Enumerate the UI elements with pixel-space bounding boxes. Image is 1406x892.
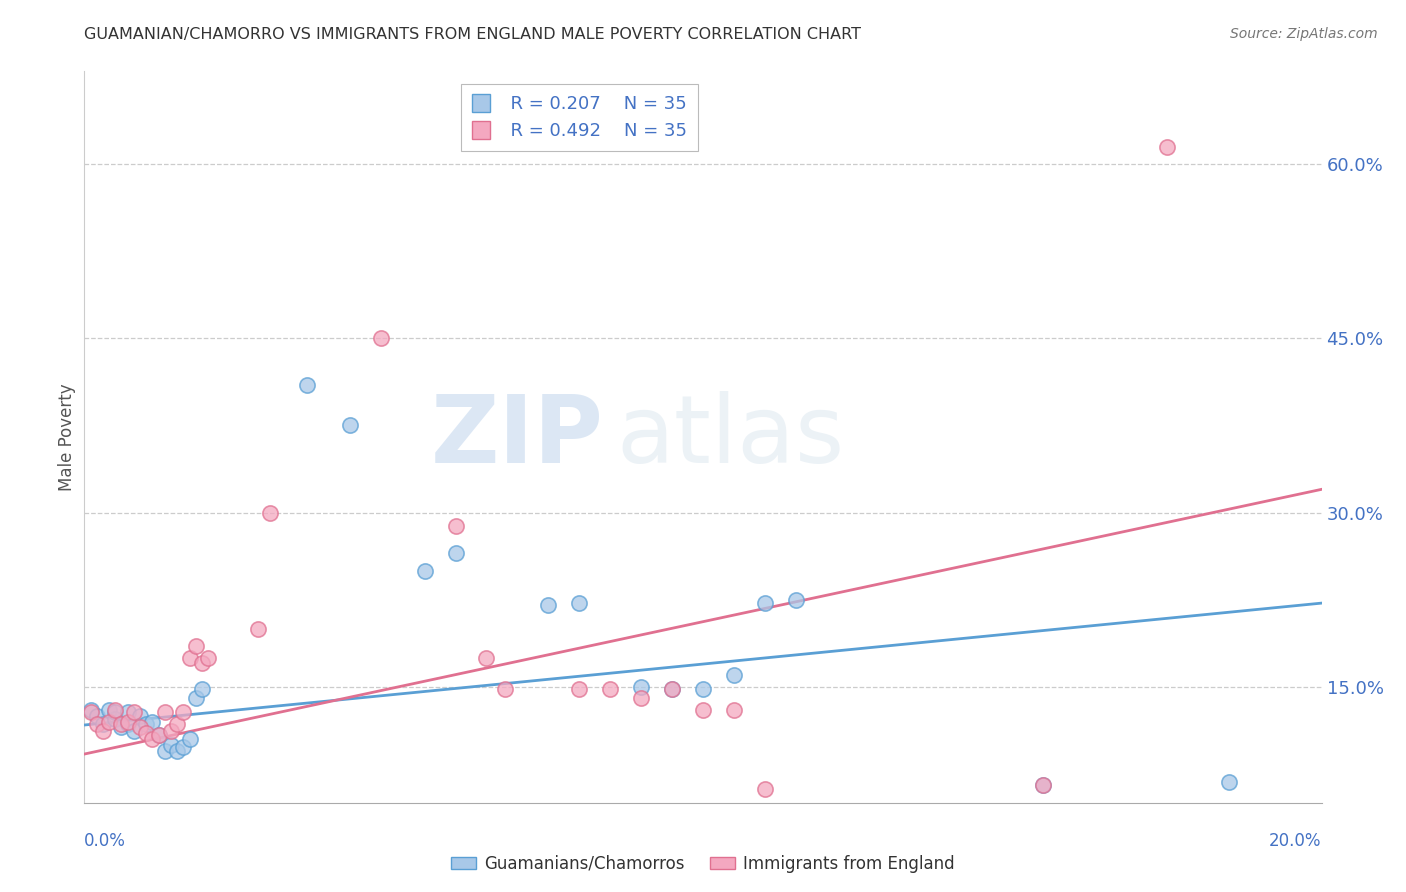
Point	[104, 703, 127, 717]
Point	[122, 705, 145, 719]
Point	[630, 680, 652, 694]
Point	[1032, 778, 1054, 792]
Point	[153, 743, 176, 757]
Point	[599, 681, 621, 696]
Point	[444, 519, 467, 533]
Point	[494, 681, 516, 696]
Point	[153, 705, 176, 719]
Point	[117, 716, 139, 731]
Point	[184, 639, 207, 653]
Point	[86, 708, 108, 723]
Point	[135, 716, 157, 731]
Point	[98, 714, 121, 729]
Point	[122, 723, 145, 738]
Point	[785, 592, 807, 607]
Point	[86, 716, 108, 731]
Point	[172, 705, 194, 719]
Point	[117, 714, 139, 729]
Point	[98, 703, 121, 717]
Point	[259, 506, 281, 520]
Point	[184, 691, 207, 706]
Point	[754, 781, 776, 796]
Point	[537, 599, 560, 613]
Point	[135, 726, 157, 740]
Point	[129, 708, 152, 723]
Point	[91, 723, 114, 738]
Point	[104, 705, 127, 719]
Text: 0.0%: 0.0%	[84, 832, 127, 850]
Text: Source: ZipAtlas.com: Source: ZipAtlas.com	[1230, 27, 1378, 41]
Point	[692, 703, 714, 717]
Y-axis label: Male Poverty: Male Poverty	[58, 384, 76, 491]
Point	[723, 703, 745, 717]
Point	[661, 681, 683, 696]
Point	[79, 705, 101, 719]
Point	[754, 596, 776, 610]
Point	[160, 723, 183, 738]
Point	[370, 331, 392, 345]
Point	[110, 720, 132, 734]
Point	[160, 738, 183, 752]
Point	[1032, 778, 1054, 792]
Point	[79, 703, 101, 717]
Point	[179, 650, 201, 665]
Point	[692, 681, 714, 696]
Point	[91, 716, 114, 731]
Point	[413, 564, 436, 578]
Point	[339, 418, 361, 433]
Point	[179, 731, 201, 746]
Point	[141, 731, 163, 746]
Point	[166, 716, 188, 731]
Point	[172, 740, 194, 755]
Point	[110, 716, 132, 731]
Point	[166, 743, 188, 757]
Point	[1218, 775, 1240, 789]
Point	[630, 691, 652, 706]
Point	[148, 729, 170, 743]
Point	[141, 714, 163, 729]
Point	[129, 720, 152, 734]
Text: atlas: atlas	[616, 391, 845, 483]
Point	[475, 650, 498, 665]
Point	[191, 657, 214, 671]
Point	[568, 596, 591, 610]
Point	[444, 546, 467, 560]
Point	[117, 705, 139, 719]
Point	[104, 712, 127, 726]
Legend:   R = 0.207    N = 35,   R = 0.492    N = 35: R = 0.207 N = 35, R = 0.492 N = 35	[461, 84, 697, 151]
Point	[246, 622, 269, 636]
Point	[723, 668, 745, 682]
Point	[295, 377, 318, 392]
Point	[191, 681, 214, 696]
Point	[197, 650, 219, 665]
Legend: Guamanians/Chamorros, Immigrants from England: Guamanians/Chamorros, Immigrants from En…	[444, 848, 962, 880]
Point	[568, 681, 591, 696]
Text: ZIP: ZIP	[432, 391, 605, 483]
Point	[661, 681, 683, 696]
Text: GUAMANIAN/CHAMORRO VS IMMIGRANTS FROM ENGLAND MALE POVERTY CORRELATION CHART: GUAMANIAN/CHAMORRO VS IMMIGRANTS FROM EN…	[84, 27, 862, 42]
Point	[1156, 140, 1178, 154]
Text: 20.0%: 20.0%	[1270, 832, 1322, 850]
Point	[148, 729, 170, 743]
